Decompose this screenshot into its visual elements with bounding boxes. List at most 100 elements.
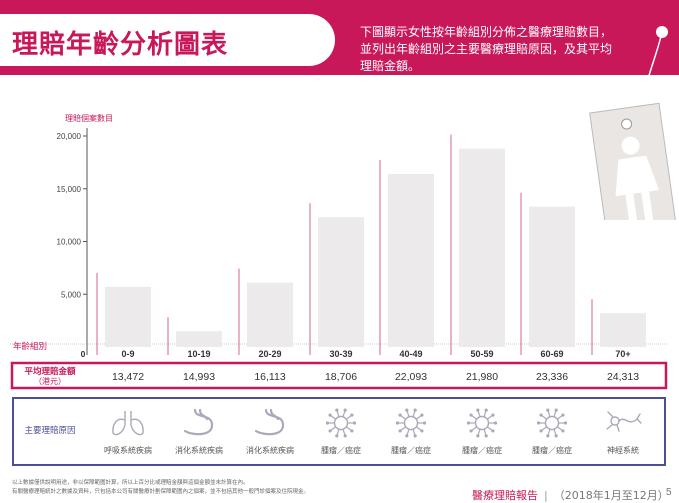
- avg-claim-box: [10, 361, 668, 390]
- tumor-spike-tip: [398, 429, 402, 433]
- stomach-shape: [254, 408, 285, 436]
- avg-claim-value: 21,980: [466, 371, 498, 383]
- female-tag-icon: [589, 31, 679, 220]
- tumor-cell-icon: [325, 408, 357, 438]
- x-tick-label: 10-19: [187, 349, 210, 359]
- avg-claim-value: 14,993: [183, 371, 215, 383]
- stomach-shape: [183, 408, 214, 436]
- main-cause-label: 主要理賠原因: [24, 425, 75, 435]
- tumor-spike-tip: [328, 413, 332, 417]
- lungs-right: [130, 411, 144, 436]
- main-cause-name: 腫瘤／癌症: [391, 445, 431, 455]
- x-tick-label: 0-9: [121, 349, 134, 359]
- bar-60-69: [529, 206, 575, 347]
- footnote-1: 以上數據僅供說明用途，非以保障範圍計算，所以上百分比或理賠金額與這個金額並未計算…: [12, 480, 249, 486]
- tumor-spike-tip: [395, 421, 400, 425]
- tumor-spike-tip: [420, 413, 424, 417]
- tumor-spike-tip: [563, 421, 568, 425]
- tumor-spike-tip: [466, 421, 471, 425]
- tumor-spike-tip: [325, 421, 330, 425]
- y-tick-label: 15,000: [57, 185, 82, 194]
- tumor-spike-tip: [413, 408, 417, 412]
- avg-claim-value: 22,093: [395, 371, 427, 383]
- tag-hole: [656, 26, 668, 38]
- tumor-spike-tip: [493, 421, 498, 425]
- bar-30-39: [318, 217, 364, 347]
- tumor-spike-tip: [491, 413, 495, 417]
- claims-bar-chart: 5,000 10,000 15,000 20,000 年齡組別 0 0-9 10-19 20-…: [10, 128, 668, 466]
- y-axis-label: 理賠個案數目: [65, 114, 113, 123]
- x-origin-label: 0: [81, 349, 86, 359]
- tumor-cell-icon: [395, 408, 427, 438]
- main-cause-name: 呼吸系統疾病: [104, 445, 152, 455]
- tumor-core: [544, 415, 560, 431]
- bar-20-29: [247, 282, 293, 347]
- tumor-cell-icon: [466, 408, 498, 438]
- main-cause-name: 腫瘤／癌症: [532, 445, 572, 455]
- neuron-axon: [606, 411, 642, 432]
- tumor-spike-tip: [546, 408, 550, 412]
- x-tick-label: 70+: [615, 349, 630, 359]
- tumor-spike-tip: [405, 434, 409, 438]
- footer-report-title: 醫療理賠報告: [472, 489, 538, 502]
- tumor-spike-tip: [405, 408, 409, 412]
- lungs-left: [112, 411, 126, 436]
- tumor-spike-tip: [350, 413, 354, 417]
- tumor-spike-tip: [476, 434, 480, 438]
- avg-claim-value: 24,313: [607, 371, 639, 383]
- lungs-icon: [112, 411, 144, 436]
- tumor-spike-tip: [413, 434, 417, 438]
- main-cause-name: 消化系統疾病: [175, 445, 223, 455]
- tumor-spike-tip: [546, 434, 550, 438]
- bar-50-59: [459, 148, 505, 347]
- y-tick-label: 10,000: [57, 238, 82, 247]
- y-tick-label: 5,000: [61, 290, 82, 299]
- tumor-spike-tip: [335, 434, 339, 438]
- x-tick-label: 40-49: [399, 349, 422, 359]
- tumor-spike-tip: [469, 413, 473, 417]
- x-tick-label: 60-69: [540, 349, 563, 359]
- tumor-spike-tip: [554, 408, 558, 412]
- tumor-core: [333, 415, 349, 431]
- tumor-spike-tip: [469, 429, 473, 433]
- bar-10-19: [176, 331, 222, 347]
- tumor-spike-tip: [561, 413, 565, 417]
- footnote-2: 有關醫療理賠統計之數據及資料，只包括本公司有關醫療計劃保障範圍內之個案，並不包括…: [12, 489, 310, 495]
- tumor-core: [474, 415, 490, 431]
- tumor-spike-tip: [343, 434, 347, 438]
- tumor-spike-tip: [476, 408, 480, 412]
- tumor-spike-tip: [491, 429, 495, 433]
- main-cause-box: [12, 397, 666, 466]
- tumor-spike-tip: [539, 413, 543, 417]
- x-tick-label: 50-59: [470, 349, 493, 359]
- x-tick-label: 30-39: [329, 349, 352, 359]
- tumor-spike-tip: [536, 421, 541, 425]
- avg-claim-value: 13,472: [112, 371, 144, 383]
- y-tick-label: 20,000: [57, 132, 82, 141]
- tumor-cell-icon: [536, 408, 568, 438]
- tumor-spike-tip: [484, 434, 488, 438]
- bar-70+: [600, 313, 646, 347]
- avg-claim-value: 16,113: [254, 371, 285, 383]
- x-tick-label: 20-29: [258, 349, 281, 359]
- page-title: 理賠年齡分析圖表: [12, 30, 229, 60]
- tumor-spike-tip: [328, 429, 332, 433]
- tumor-spike-tip: [484, 408, 488, 412]
- neuron-body: [610, 416, 620, 426]
- tumor-spike-tip: [343, 408, 347, 412]
- footer-separator: |: [544, 489, 548, 502]
- main-cause-name: 消化系統疾病: [246, 445, 294, 455]
- page-number: 5: [666, 487, 672, 498]
- main-cause-name: 腫瘤／癌症: [462, 445, 502, 455]
- tumor-spike-tip: [398, 413, 402, 417]
- bar-0-9: [105, 286, 151, 347]
- tumor-core: [403, 415, 419, 431]
- avg-claim-label: 平均理賠金額: [24, 366, 76, 376]
- avg-claim-unit: （港元）: [34, 376, 66, 386]
- footer-report: 醫療理賠報告 | （2018年1月至12月）: [472, 487, 669, 503]
- tumor-spike-tip: [352, 421, 357, 425]
- tumor-spike-tip: [539, 429, 543, 433]
- tumor-spike-tip: [422, 421, 427, 425]
- stomach-icon: [254, 408, 285, 436]
- tumor-spike-tip: [561, 429, 565, 433]
